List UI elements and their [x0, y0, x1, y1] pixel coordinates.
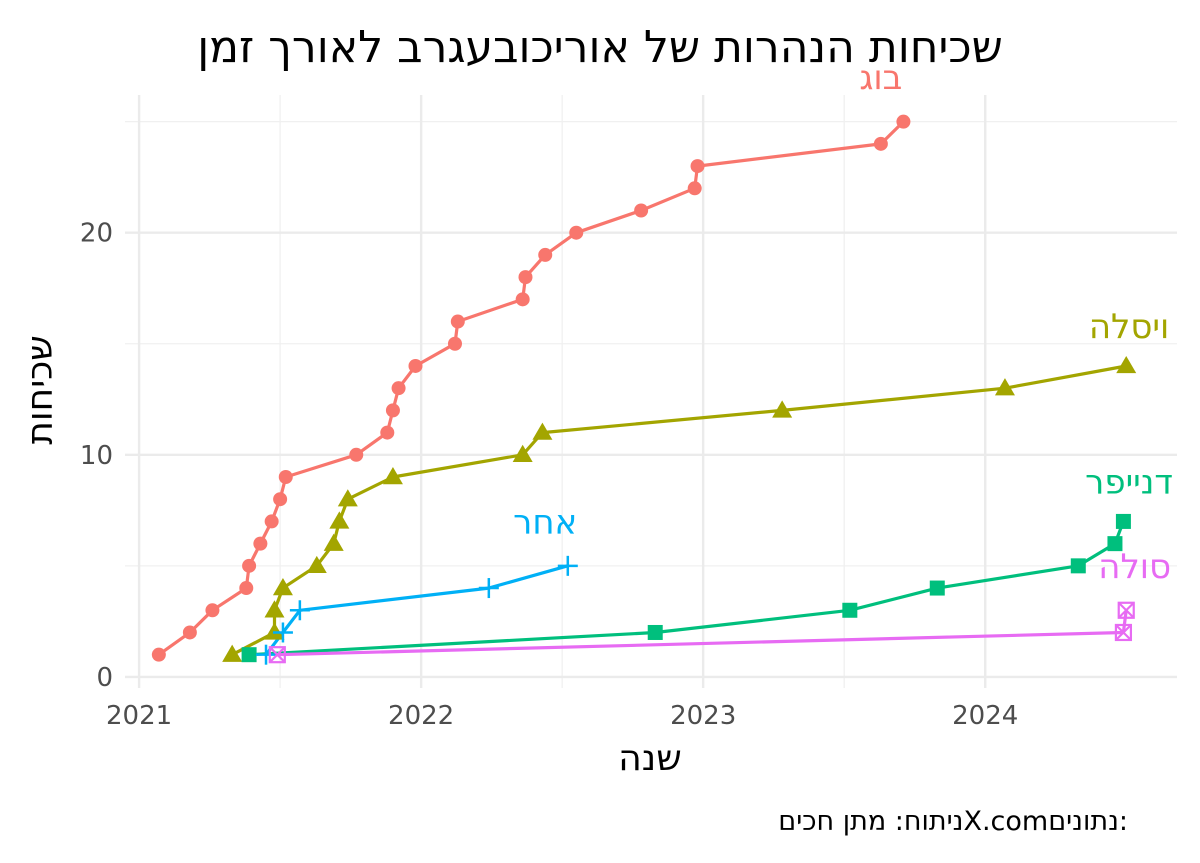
- data-point: [1115, 513, 1131, 529]
- grid-minor: [125, 95, 1177, 688]
- x-tick-label: 2021: [106, 701, 172, 731]
- y-axis-ticks: 0 10 20: [80, 219, 113, 693]
- data-point: [256, 644, 277, 665]
- data-point: [222, 644, 243, 662]
- data-point: [634, 203, 649, 218]
- x-tick-label: 2023: [670, 701, 736, 731]
- data-point: [1116, 355, 1137, 374]
- data-point: [873, 136, 888, 151]
- series-labels: בוג ויסלה דנייפר אחר סולה: [513, 58, 1173, 587]
- data-point: [391, 381, 406, 396]
- data-point: [518, 270, 533, 285]
- data-point: [273, 492, 288, 507]
- data-point: [272, 578, 293, 596]
- data-point: [205, 603, 220, 618]
- data-point: [1117, 601, 1135, 619]
- data-point: [382, 467, 403, 485]
- series-label: אחר: [513, 502, 577, 542]
- series-line: [275, 608, 1128, 657]
- data-point: [272, 622, 293, 643]
- data-point: [182, 625, 197, 640]
- data-point: [408, 358, 423, 373]
- data-point: [385, 403, 400, 418]
- x-axis-ticks: 2021 2022 2023 2024: [106, 701, 1018, 731]
- data-point: [647, 624, 663, 640]
- data-point: [896, 114, 911, 129]
- data-point: [323, 533, 344, 551]
- data-point: [239, 581, 254, 596]
- data-point: [337, 489, 358, 507]
- data-point: [1114, 623, 1133, 642]
- data-point: [994, 378, 1015, 396]
- data-point: [241, 647, 257, 663]
- data-point: [289, 600, 310, 621]
- y-tick-label: 10: [80, 441, 113, 471]
- grid-major: [125, 95, 1177, 688]
- data-point: [557, 555, 578, 576]
- data-point: [349, 447, 364, 462]
- data-point: [447, 336, 462, 351]
- data-point: [842, 602, 858, 618]
- series-line: [264, 564, 570, 657]
- data-point: [929, 580, 945, 596]
- data-point: [1070, 558, 1086, 574]
- data-point: [264, 514, 279, 529]
- chart-caption: ניתוח: מתן חכיםX.comנתונים:: [778, 806, 1128, 837]
- series-label: בוג: [859, 58, 902, 98]
- series-points: [151, 114, 1137, 665]
- series-lines: [157, 120, 1128, 657]
- x-axis-label: שנה: [618, 738, 682, 779]
- data-point: [478, 578, 499, 599]
- series-label: דנייפר: [1085, 462, 1173, 502]
- series-line: [230, 364, 1128, 657]
- y-axis-label: שכיחות: [19, 335, 61, 445]
- data-point: [532, 422, 553, 440]
- y-tick-label: 0: [96, 663, 113, 693]
- data-point: [253, 536, 268, 551]
- data-point: [515, 292, 530, 307]
- data-point: [1107, 536, 1123, 552]
- data-point: [278, 470, 293, 485]
- x-tick-label: 2022: [388, 701, 454, 731]
- y-tick-label: 20: [80, 219, 113, 249]
- data-point: [450, 314, 465, 329]
- data-point: [306, 555, 327, 574]
- x-tick-label: 2024: [952, 701, 1018, 731]
- data-point: [687, 181, 702, 196]
- data-point: [329, 511, 350, 529]
- series-label: סולה: [1098, 547, 1171, 587]
- data-point: [264, 622, 285, 640]
- data-point: [772, 400, 793, 418]
- series-label: ויסלה: [1089, 307, 1169, 347]
- data-point: [268, 646, 286, 664]
- data-point: [380, 425, 395, 440]
- data-point: [690, 159, 705, 174]
- data-point: [512, 444, 533, 462]
- data-point: [151, 647, 166, 662]
- data-point: [264, 600, 285, 618]
- data-point: [538, 247, 553, 262]
- chart-title: שכיחות הנהרות של אוריכובעגרב לאורך זמן: [197, 22, 1003, 73]
- data-point: [569, 225, 584, 240]
- data-point: [242, 558, 257, 573]
